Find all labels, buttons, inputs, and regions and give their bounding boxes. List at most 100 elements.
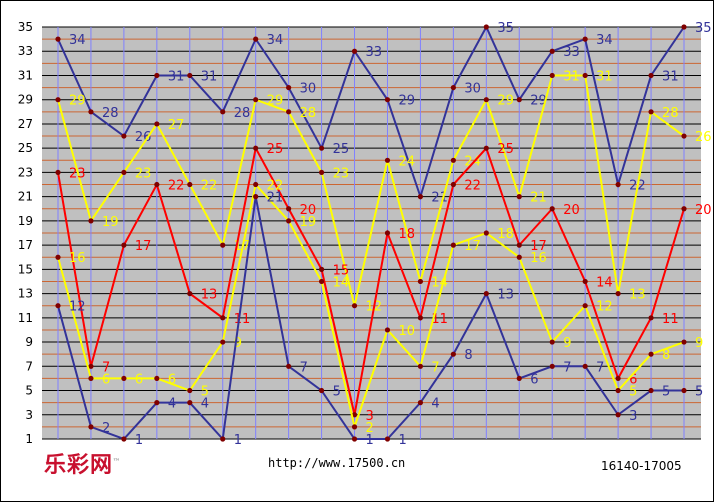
data-point <box>286 363 292 369</box>
data-point <box>154 400 160 406</box>
y-tick-label: 17 <box>18 238 33 252</box>
data-point <box>582 303 588 309</box>
data-point <box>648 315 654 321</box>
data-label: 3 <box>629 409 637 424</box>
y-tick-label: 3 <box>25 408 33 422</box>
data-label: 6 <box>629 372 637 387</box>
data-label: 23 <box>69 166 86 181</box>
data-label: 28 <box>300 106 317 121</box>
data-label: 6 <box>102 372 110 387</box>
data-label: 22 <box>267 179 284 194</box>
data-point <box>483 145 489 151</box>
data-label: 33 <box>366 45 383 60</box>
y-tick-label: 35 <box>18 20 33 34</box>
data-label: 12 <box>596 300 613 315</box>
data-point <box>483 230 489 236</box>
data-point <box>483 290 489 297</box>
data-label: 5 <box>695 385 703 400</box>
y-tick-label: 7 <box>25 359 33 373</box>
y-tick-label: 15 <box>18 262 33 276</box>
data-point <box>549 339 555 345</box>
data-point <box>88 363 94 369</box>
data-point <box>582 36 588 42</box>
data-label: 13 <box>629 288 646 303</box>
y-tick-label: 25 <box>18 141 33 155</box>
series-line <box>57 24 685 200</box>
data-point <box>154 121 160 127</box>
data-label: 28 <box>234 106 251 121</box>
y-tick-label: 9 <box>25 335 33 349</box>
data-label: 22 <box>201 179 218 194</box>
data-label: 20 <box>563 203 580 218</box>
y-tick-label: 27 <box>18 117 33 131</box>
series-line <box>57 145 685 415</box>
data-label: 27 <box>168 118 185 133</box>
data-label: 29 <box>530 94 547 109</box>
data-point <box>220 242 226 248</box>
data-point <box>286 84 292 91</box>
data-label: 5 <box>662 385 670 400</box>
data-point <box>615 412 621 418</box>
series-1: 34 28 26 31 31 28 34 30 25 33 29 21 30 35 29 33 34 22 31 35 <box>55 21 712 206</box>
data-point <box>55 254 61 260</box>
data-point <box>55 169 61 176</box>
data-point <box>286 206 292 212</box>
data-point <box>351 424 358 430</box>
data-point <box>450 84 456 91</box>
data-label: 23 <box>135 166 152 181</box>
y-tick-label: 13 <box>18 287 33 301</box>
data-point <box>55 97 61 103</box>
data-label: 3 <box>366 409 374 424</box>
data-point <box>582 278 588 285</box>
data-label: 35 <box>497 21 514 36</box>
data-label: 2 <box>102 421 110 436</box>
data-label: 34 <box>69 33 86 48</box>
data-point <box>483 97 489 103</box>
y-tick-label: 21 <box>18 190 33 204</box>
data-point <box>220 436 226 442</box>
data-point <box>384 97 391 103</box>
y-tick-label: 11 <box>18 311 33 325</box>
data-point <box>681 24 687 30</box>
data-point <box>516 97 522 103</box>
data-point <box>384 230 391 236</box>
data-point <box>187 387 193 394</box>
data-label: 7 <box>596 360 604 375</box>
data-point <box>286 109 292 115</box>
data-point <box>681 387 687 394</box>
data-label: 25 <box>497 142 514 157</box>
data-label: 25 <box>267 142 284 157</box>
data-point <box>681 339 687 345</box>
data-label: 7 <box>300 360 308 375</box>
data-point <box>220 109 226 115</box>
trademark-mark: ™ <box>113 457 122 466</box>
data-point <box>253 145 259 151</box>
data-point <box>384 157 391 163</box>
data-label: 6 <box>530 372 538 387</box>
y-tick-label: 31 <box>18 68 33 82</box>
data-point <box>681 206 687 212</box>
data-point <box>450 242 456 248</box>
series-line <box>57 74 685 306</box>
series-line <box>57 182 685 431</box>
data-label: 5 <box>629 385 637 400</box>
data-point <box>253 194 259 200</box>
data-label: 1 <box>234 433 242 448</box>
data-label: 31 <box>201 69 218 84</box>
data-label: 20 <box>300 203 317 218</box>
data-point <box>450 181 456 188</box>
data-point <box>549 48 555 54</box>
data-point <box>187 400 193 406</box>
data-label: 4 <box>201 397 209 412</box>
data-point <box>516 375 522 382</box>
data-label: 12 <box>69 300 86 315</box>
data-label: 9 <box>234 336 242 351</box>
data-label: 31 <box>168 69 185 84</box>
data-label: 1 <box>398 433 406 448</box>
data-point <box>417 315 424 321</box>
data-point <box>417 363 424 369</box>
data-point <box>253 97 259 103</box>
data-label: 23 <box>333 166 350 181</box>
data-point <box>615 375 621 382</box>
